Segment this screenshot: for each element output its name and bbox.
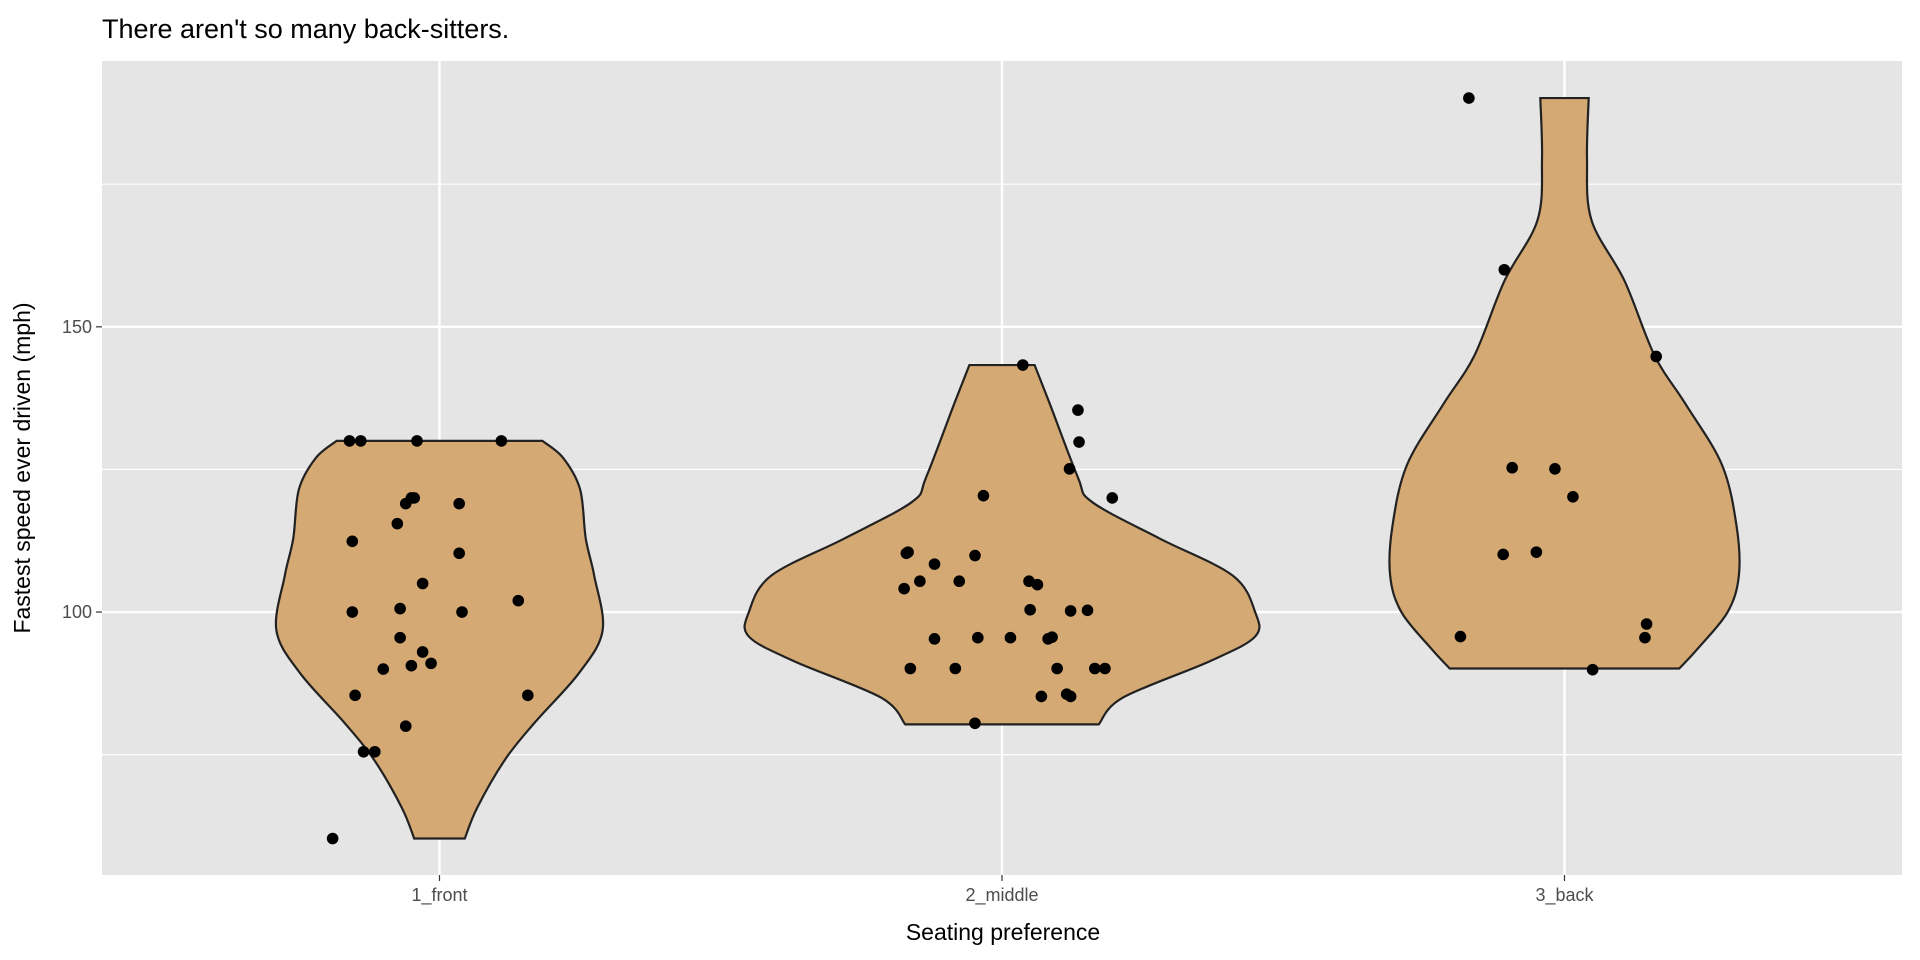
data-point <box>977 489 990 502</box>
data-point <box>1498 263 1511 276</box>
data-point <box>349 689 361 702</box>
chart-title: There aren't so many back-sitters. <box>102 14 509 44</box>
y-tick-label: 150 <box>62 317 92 337</box>
data-point <box>969 549 981 562</box>
data-point <box>346 606 359 618</box>
data-point <box>512 594 525 607</box>
data-point <box>1640 618 1653 630</box>
data-point <box>1089 662 1101 675</box>
data-point <box>898 582 910 595</box>
data-point <box>953 575 966 588</box>
data-point <box>369 745 381 758</box>
data-point <box>394 602 406 615</box>
data-point <box>394 631 406 644</box>
data-point <box>453 547 465 560</box>
data-point <box>1650 350 1662 363</box>
data-point <box>1586 663 1599 676</box>
data-point <box>416 577 429 590</box>
data-point <box>1064 605 1077 617</box>
x-tick-label: 3_back <box>1535 885 1594 906</box>
data-point <box>1567 491 1579 503</box>
data-point <box>1506 461 1518 474</box>
data-point <box>1639 631 1651 644</box>
data-point <box>399 720 412 732</box>
x-tick-label: 1_front <box>411 885 467 906</box>
data-point <box>1106 492 1119 504</box>
y-axis-title: Fastest speed ever driven (mph) <box>9 302 35 633</box>
data-point <box>902 546 914 558</box>
data-point <box>1530 546 1543 558</box>
data-point <box>1463 92 1475 104</box>
violin-2_middle <box>743 363 1261 726</box>
data-point <box>425 657 437 670</box>
y-tick-label: 100 <box>62 602 92 622</box>
data-point <box>904 662 917 675</box>
data-point <box>928 558 941 570</box>
data-point <box>914 575 926 588</box>
data-point <box>1064 690 1077 703</box>
x-axis-title: Seating preference <box>906 919 1100 945</box>
data-point <box>1004 631 1017 644</box>
data-point <box>357 745 370 758</box>
data-point <box>969 717 981 730</box>
data-point <box>1046 631 1058 643</box>
data-point <box>1099 662 1111 675</box>
data-point <box>326 832 339 845</box>
data-point <box>354 435 367 447</box>
data-point <box>346 535 359 548</box>
data-point <box>522 689 534 702</box>
data-point <box>1017 359 1029 371</box>
data-point <box>399 497 412 510</box>
data-point <box>411 435 423 447</box>
data-point <box>1024 603 1036 616</box>
x-tick-label: 2_middle <box>965 885 1038 906</box>
data-point <box>1549 463 1561 475</box>
data-point <box>408 492 420 504</box>
data-point <box>391 517 404 530</box>
data-point <box>405 659 418 672</box>
data-point <box>416 646 429 658</box>
data-point <box>377 663 390 675</box>
data-point <box>456 606 468 618</box>
data-point <box>972 631 984 644</box>
data-point <box>1031 578 1044 591</box>
data-point <box>453 497 465 510</box>
data-point <box>1454 630 1467 643</box>
data-point <box>1035 690 1048 703</box>
violin-3_back <box>1388 96 1741 670</box>
data-point <box>928 633 941 645</box>
data-point <box>495 435 508 447</box>
data-point <box>1081 604 1094 617</box>
data-point <box>1051 662 1063 675</box>
data-point <box>1063 463 1076 475</box>
data-point <box>343 435 356 447</box>
data-point <box>1497 548 1509 561</box>
data-point <box>1072 404 1084 416</box>
data-point <box>1073 436 1085 448</box>
data-point <box>949 662 962 675</box>
